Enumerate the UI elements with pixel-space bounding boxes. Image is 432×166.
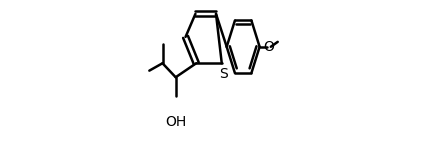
Text: OH: OH bbox=[165, 115, 186, 129]
Text: S: S bbox=[219, 67, 228, 81]
Text: O: O bbox=[263, 40, 274, 54]
